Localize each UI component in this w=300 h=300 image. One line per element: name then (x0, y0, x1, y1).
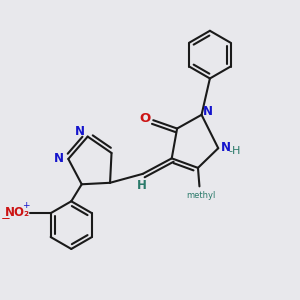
Text: methyl: methyl (187, 191, 216, 200)
Text: -H: -H (229, 146, 241, 156)
Text: NO₂: NO₂ (5, 206, 30, 219)
Text: O: O (139, 112, 151, 125)
Text: −: − (1, 212, 11, 225)
Text: H: H (136, 179, 146, 192)
Text: N: N (203, 105, 213, 118)
Text: N: N (221, 140, 231, 154)
Text: N: N (53, 152, 64, 164)
Text: N: N (75, 125, 85, 138)
Text: +: + (22, 201, 29, 210)
